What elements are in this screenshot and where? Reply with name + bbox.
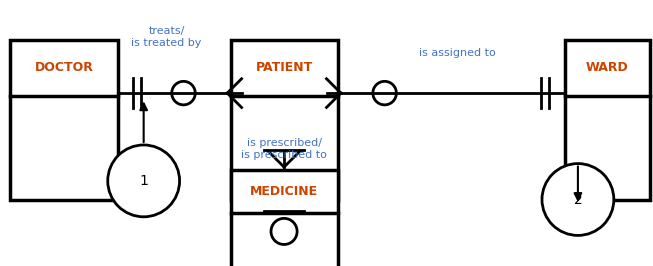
Text: DOCTOR: DOCTOR [35,61,93,74]
Text: PATIENT: PATIENT [255,61,313,74]
Bar [231,40,338,200]
Bar [565,40,650,200]
Text: is prescribed/
is prescribed to: is prescribed/ is prescribed to [241,138,327,160]
Text: 2: 2 [573,193,582,206]
Text: MEDICINE: MEDICINE [250,185,318,198]
Text: WARD: WARD [586,61,629,74]
Text: is assigned to: is assigned to [419,48,496,58]
Text: treats/
is treated by: treats/ is treated by [131,26,202,48]
Bar [10,40,118,200]
Text: 1: 1 [139,174,148,188]
Ellipse shape [108,145,180,217]
Bar [231,170,338,266]
Ellipse shape [542,164,614,235]
